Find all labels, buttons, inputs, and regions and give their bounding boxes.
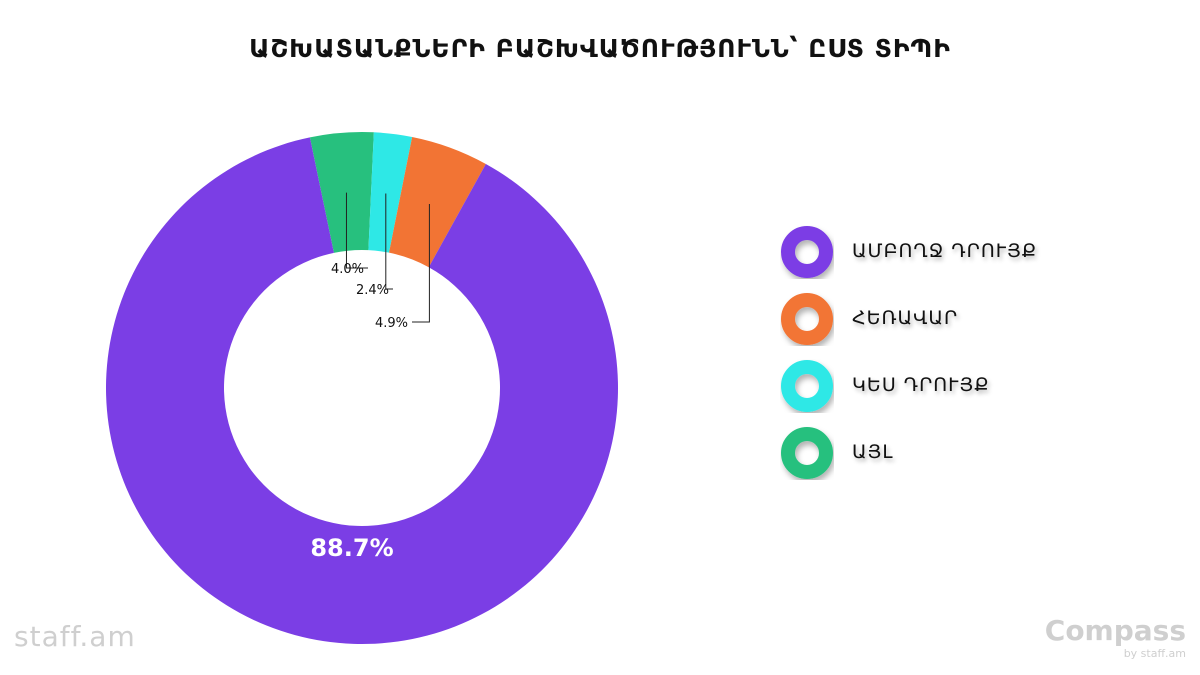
legend-item-remote: ՀԵՌԱՎԱՐ [780, 289, 1080, 349]
compass-logo: Compass by staff.am [1044, 614, 1186, 661]
legend-item-part-time: ԿԵՍ ԴՐՈՒՅՔ [780, 356, 1080, 416]
donut-slice-1 [389, 136, 486, 268]
compass-logo-sub: by staff.am [1123, 647, 1186, 660]
legend-label: ԱՄԲՈՂՋ ԴՐՈՒՅՔ [852, 240, 1038, 262]
leader-line-1 [412, 203, 430, 323]
legend-swatch [781, 226, 833, 278]
legend-label: ԱՅԼ [852, 441, 894, 463]
legend-item-full-time: ԱՄԲՈՂՋ ԴՐՈՒՅՔ [780, 222, 1080, 282]
legend-swatch [781, 360, 833, 412]
slice-value-label-1: 4.9% [375, 316, 408, 331]
slice-value-label-3: 4.0% [331, 262, 364, 277]
donut-slice-3 [309, 132, 374, 253]
legend-swatch [781, 427, 833, 479]
legend-item-other: ԱՅԼ [780, 423, 1080, 483]
compass-logo-text: Compass [1044, 614, 1186, 647]
chart-title: ԱՇԽԱՏԱՆՔՆԵՐԻ ԲԱՇԽՎԱԾՈՒԹՅՈՒՆՆ՝ ԸՍՏ ՏԻՊԻ [249, 34, 951, 63]
slice-value-label-0: 88.7% [310, 534, 393, 562]
staff-am-logo: staff.am [14, 620, 136, 653]
leader-line-2 [385, 193, 393, 290]
legend-swatch [781, 293, 833, 345]
donut-slice-2 [368, 132, 413, 253]
donut-slice-0 [106, 137, 619, 644]
legend-label: ՀԵՌԱՎԱՐ [852, 307, 959, 329]
slice-value-label-2: 2.4% [356, 283, 389, 298]
legend-label: ԿԵՍ ԴՐՈՒՅՔ [852, 374, 990, 396]
leader-line-3 [345, 192, 368, 269]
